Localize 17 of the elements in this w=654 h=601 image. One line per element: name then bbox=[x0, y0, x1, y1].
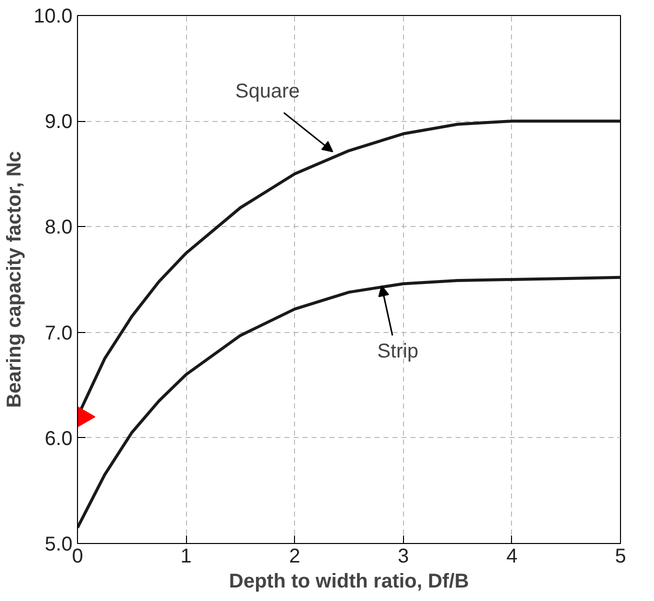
x-tick-label: 2 bbox=[289, 546, 300, 568]
annotation: Square bbox=[235, 80, 300, 103]
x-tick-label: 3 bbox=[398, 546, 409, 568]
annotation: Strip bbox=[377, 340, 418, 363]
y-tick-label: 7.0 bbox=[44, 322, 73, 344]
x-tick-label: 4 bbox=[506, 546, 518, 568]
y-tick-label: 6.0 bbox=[44, 428, 73, 450]
y-tick-label: 9.0 bbox=[44, 111, 73, 134]
y-tick-label: 5.0 bbox=[44, 534, 73, 556]
y-tick-label: 10.0 bbox=[34, 6, 73, 28]
x-tick-label: 5 bbox=[614, 546, 626, 568]
x-axis-title: Depth to width ratio, Df/B bbox=[229, 570, 469, 592]
y-axis-title: Bearing capacity factor, Nc bbox=[4, 151, 26, 408]
x-tick-label: 0 bbox=[72, 546, 84, 568]
x-tick-label: 1 bbox=[180, 546, 192, 568]
y-tick-label: 8.0 bbox=[44, 216, 73, 239]
line-series bbox=[78, 276, 620, 530]
